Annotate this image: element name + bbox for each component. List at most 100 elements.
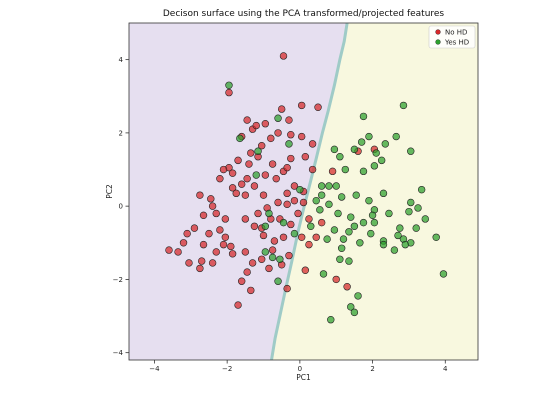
- point-yes-hd: [407, 147, 415, 155]
- point-no-hd: [257, 142, 266, 150]
- point-yes-hd: [345, 228, 353, 236]
- chart-title: Decison surface using the PCA transforme…: [163, 9, 445, 19]
- point-no-hd: [268, 160, 277, 168]
- point-no-hd: [243, 174, 251, 183]
- point-no-hd: [243, 268, 251, 276]
- point-no-hd: [199, 211, 208, 220]
- point-yes-hd: [370, 218, 379, 227]
- point-no-hd: [285, 251, 293, 260]
- point-yes-hd: [359, 112, 368, 121]
- point-no-hd: [196, 264, 204, 273]
- point-yes-hd: [332, 182, 340, 190]
- point-yes-hd: [317, 191, 326, 199]
- point-no-hd: [241, 215, 250, 223]
- point-no-hd: [299, 198, 308, 207]
- point-no-hd: [261, 171, 270, 179]
- point-yes-hd: [268, 253, 277, 262]
- point-no-hd: [219, 240, 228, 249]
- point-yes-hd: [347, 303, 355, 311]
- point-yes-hd: [254, 147, 262, 155]
- point-no-hd: [165, 246, 173, 254]
- points-layer: [165, 52, 448, 324]
- point-no-hd: [267, 134, 275, 143]
- point-no-hd: [270, 237, 279, 245]
- point-no-hd: [207, 195, 215, 203]
- point-yes-hd: [356, 239, 364, 247]
- point-yes-hd: [274, 277, 282, 285]
- point-yes-hd: [417, 185, 426, 194]
- point-yes-hd: [367, 229, 375, 238]
- point-no-hd: [228, 250, 237, 258]
- y-tick-label: −2: [113, 276, 123, 284]
- point-yes-hd: [317, 182, 326, 190]
- point-no-hd: [308, 165, 317, 174]
- point-no-hd: [294, 209, 302, 218]
- point-yes-hd: [276, 255, 284, 263]
- point-yes-hd: [354, 292, 362, 300]
- point-no-hd: [272, 174, 280, 183]
- legend-marker-yes-hd: [435, 39, 441, 45]
- x-tick-label: 2: [370, 365, 374, 373]
- point-yes-hd: [261, 222, 270, 230]
- point-yes-hd: [372, 149, 380, 157]
- point-no-hd: [247, 149, 255, 157]
- point-yes-hd: [325, 182, 333, 190]
- point-yes-hd: [290, 229, 299, 238]
- point-yes-hd: [357, 138, 366, 146]
- point-yes-hd: [350, 222, 359, 230]
- point-yes-hd: [285, 140, 293, 148]
- point-no-hd: [221, 233, 230, 241]
- point-yes-hd: [414, 204, 422, 212]
- point-no-hd: [241, 248, 250, 256]
- point-no-hd: [237, 180, 246, 188]
- point-yes-hd: [274, 114, 282, 122]
- point-yes-hd: [412, 224, 420, 232]
- point-no-hd: [228, 184, 237, 192]
- point-no-hd: [314, 103, 322, 111]
- point-no-hd: [279, 52, 288, 60]
- x-axis: −4 −2 0 2 4: [149, 360, 448, 373]
- point-yes-hd: [379, 189, 388, 198]
- point-no-hd: [185, 259, 193, 267]
- point-no-hd: [248, 259, 257, 267]
- point-no-hd: [221, 215, 230, 223]
- point-yes-hd: [365, 196, 373, 205]
- point-yes-hd: [319, 270, 328, 278]
- x-tick-label: −4: [149, 365, 160, 373]
- point-no-hd: [305, 240, 313, 249]
- point-no-hd: [328, 167, 337, 176]
- point-no-hd: [216, 174, 224, 183]
- point-yes-hd: [334, 209, 342, 218]
- point-no-hd: [287, 131, 295, 139]
- point-yes-hd: [347, 213, 355, 221]
- point-yes-hd: [350, 145, 359, 154]
- point-no-hd: [228, 169, 237, 177]
- point-yes-hd: [296, 185, 304, 194]
- point-no-hd: [254, 209, 262, 218]
- point-no-hd: [283, 189, 291, 198]
- point-yes-hd: [336, 255, 344, 263]
- point-no-hd: [257, 255, 266, 263]
- x-tick-label: −2: [222, 365, 232, 373]
- point-no-hd: [199, 240, 208, 249]
- point-no-hd: [225, 88, 233, 97]
- point-no-hd: [205, 229, 213, 238]
- point-no-hd: [247, 286, 255, 295]
- legend-marker-no-hd: [435, 29, 441, 35]
- point-yes-hd: [330, 226, 339, 234]
- point-no-hd: [265, 264, 273, 273]
- point-yes-hd: [405, 207, 413, 216]
- point-no-hd: [287, 220, 295, 229]
- point-no-hd: [216, 226, 224, 234]
- point-no-hd: [277, 105, 286, 113]
- point-no-hd: [190, 224, 199, 232]
- legend-label-yes-hd: Yes HD: [444, 39, 469, 47]
- point-no-hd: [297, 101, 306, 110]
- point-yes-hd: [439, 270, 448, 278]
- point-yes-hd: [396, 224, 404, 232]
- point-yes-hd: [352, 191, 360, 199]
- point-yes-hd: [330, 145, 339, 154]
- point-yes-hd: [337, 193, 346, 201]
- point-yes-hd: [432, 233, 440, 241]
